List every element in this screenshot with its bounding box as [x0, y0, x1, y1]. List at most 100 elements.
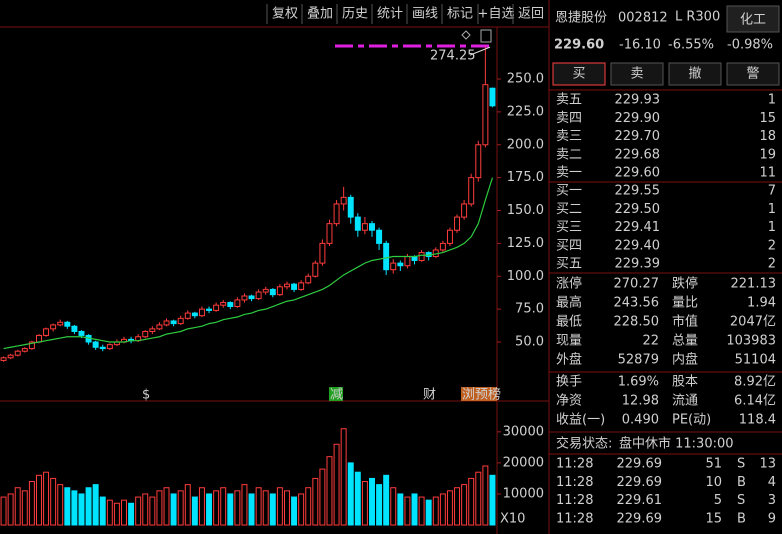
action-label[interactable]: 买 — [572, 67, 585, 82]
stat-label: 外盘 — [556, 352, 582, 368]
event-marker[interactable]: $ — [142, 388, 150, 403]
toolbar-button[interactable]: 返回 — [518, 7, 544, 22]
volume-unit: X10 — [500, 512, 525, 527]
toolbar-button[interactable]: 统计 — [377, 7, 403, 22]
volume-bar — [149, 496, 156, 526]
high-pointer — [469, 46, 491, 56]
candle-body — [312, 262, 319, 277]
volume-bar — [184, 484, 191, 526]
stat-value: 270.27 — [614, 277, 660, 292]
stat-label: 内盘 — [672, 352, 698, 368]
volume-bar — [276, 487, 283, 526]
candle-body — [255, 291, 262, 300]
toolbar-button[interactable]: 复权 — [272, 6, 298, 22]
candle-body — [397, 262, 404, 267]
volume-bar — [411, 493, 418, 526]
volume-bar — [262, 490, 269, 526]
y-tick-label: 150.0 — [507, 203, 544, 218]
candle-body — [319, 242, 326, 264]
candle-body — [404, 256, 411, 267]
trade-price: 229.61 — [617, 493, 663, 508]
book-price: 229.93 — [615, 93, 661, 108]
volume-bar — [220, 487, 227, 526]
action-label[interactable]: 卖 — [630, 67, 643, 82]
action-button[interactable] — [726, 62, 780, 86]
event-badge — [329, 387, 343, 401]
toolbar-button[interactable]: 历史 — [342, 7, 368, 22]
volume-bar — [7, 493, 14, 526]
volume-bar — [213, 490, 220, 526]
book-volume: 18 — [759, 129, 776, 144]
action-label[interactable]: 警 — [746, 66, 759, 82]
action-button[interactable] — [552, 62, 606, 86]
candle-body — [184, 312, 191, 319]
action-label[interactable]: 撤 — [688, 66, 701, 82]
volume-bar — [170, 493, 177, 526]
stat-label: 股本 — [672, 375, 698, 390]
volume-bar — [319, 468, 326, 526]
book-label: 卖五 — [556, 93, 582, 108]
stat-value: 221.13 — [731, 277, 777, 292]
book-label: 卖四 — [556, 111, 582, 126]
candle-body — [170, 320, 177, 325]
sector-name[interactable]: 化工 — [740, 13, 766, 28]
trade-volume: 10 — [705, 475, 722, 490]
candle-body — [0, 357, 7, 361]
volume-bar — [326, 456, 333, 526]
y-tick-label: 175.0 — [507, 170, 544, 185]
volume-tick-label: 30000 — [503, 424, 544, 439]
candle-body — [326, 223, 333, 244]
status-value: 盘中休市 11:30:00 — [619, 436, 734, 452]
y-tick-label: 250.0 — [507, 72, 544, 87]
toolbar-button[interactable]: 叠加 — [307, 7, 333, 22]
volume-bar — [475, 471, 482, 526]
y-tick-label: 225.0 — [507, 104, 544, 119]
trade-price: 229.69 — [617, 475, 663, 490]
volume-tick-label: 10000 — [503, 486, 544, 501]
volume-bar — [99, 496, 106, 526]
candle-body — [163, 320, 170, 326]
candle-body — [142, 330, 149, 338]
candle-body — [35, 334, 42, 343]
volume-bar — [135, 496, 142, 526]
volume-bar — [369, 477, 375, 526]
book-label: 买四 — [556, 238, 582, 253]
stat-label: 跌停 — [672, 276, 698, 292]
price-change-pct: -6.55% — [668, 38, 714, 53]
volume-bar — [35, 474, 42, 526]
trade-volume: 5 — [714, 493, 722, 508]
book-price: 229.70 — [615, 129, 661, 144]
event-marker[interactable]: 浏预榜 — [462, 387, 501, 403]
y-tick-label: 50.0 — [515, 335, 544, 350]
candle-body — [390, 262, 397, 271]
candle-body — [347, 196, 354, 218]
candle-body — [468, 177, 475, 205]
candle-body — [156, 324, 163, 330]
stat-value: 118.4 — [739, 413, 776, 428]
action-button[interactable] — [668, 62, 722, 86]
y-tick-label: 100.0 — [507, 269, 544, 284]
candle-body — [354, 216, 361, 231]
trade-side: B — [737, 475, 746, 490]
stat-label: 涨停 — [556, 276, 582, 292]
trade-volume: 15 — [705, 511, 722, 526]
volume-bar — [333, 443, 340, 526]
toolbar-button[interactable]: +自选 — [478, 7, 515, 22]
event-marker[interactable]: 财 — [423, 388, 436, 403]
book-volume: 7 — [768, 184, 776, 199]
volume-bar — [347, 462, 354, 526]
toolbar-button[interactable]: 标记 — [447, 7, 473, 22]
volume-bar — [113, 502, 120, 526]
toolbar-button[interactable]: 画线 — [412, 7, 438, 22]
volume-bar — [468, 477, 475, 526]
sector-box — [726, 5, 780, 33]
volume-bar — [340, 428, 347, 526]
volume-bar — [439, 493, 446, 526]
event-marker[interactable]: 减 — [330, 388, 343, 403]
volume-bar — [446, 490, 453, 526]
stat-value: 228.50 — [614, 315, 660, 330]
candle-body — [191, 312, 198, 317]
volume-bar — [234, 490, 241, 526]
action-button[interactable] — [610, 62, 664, 86]
